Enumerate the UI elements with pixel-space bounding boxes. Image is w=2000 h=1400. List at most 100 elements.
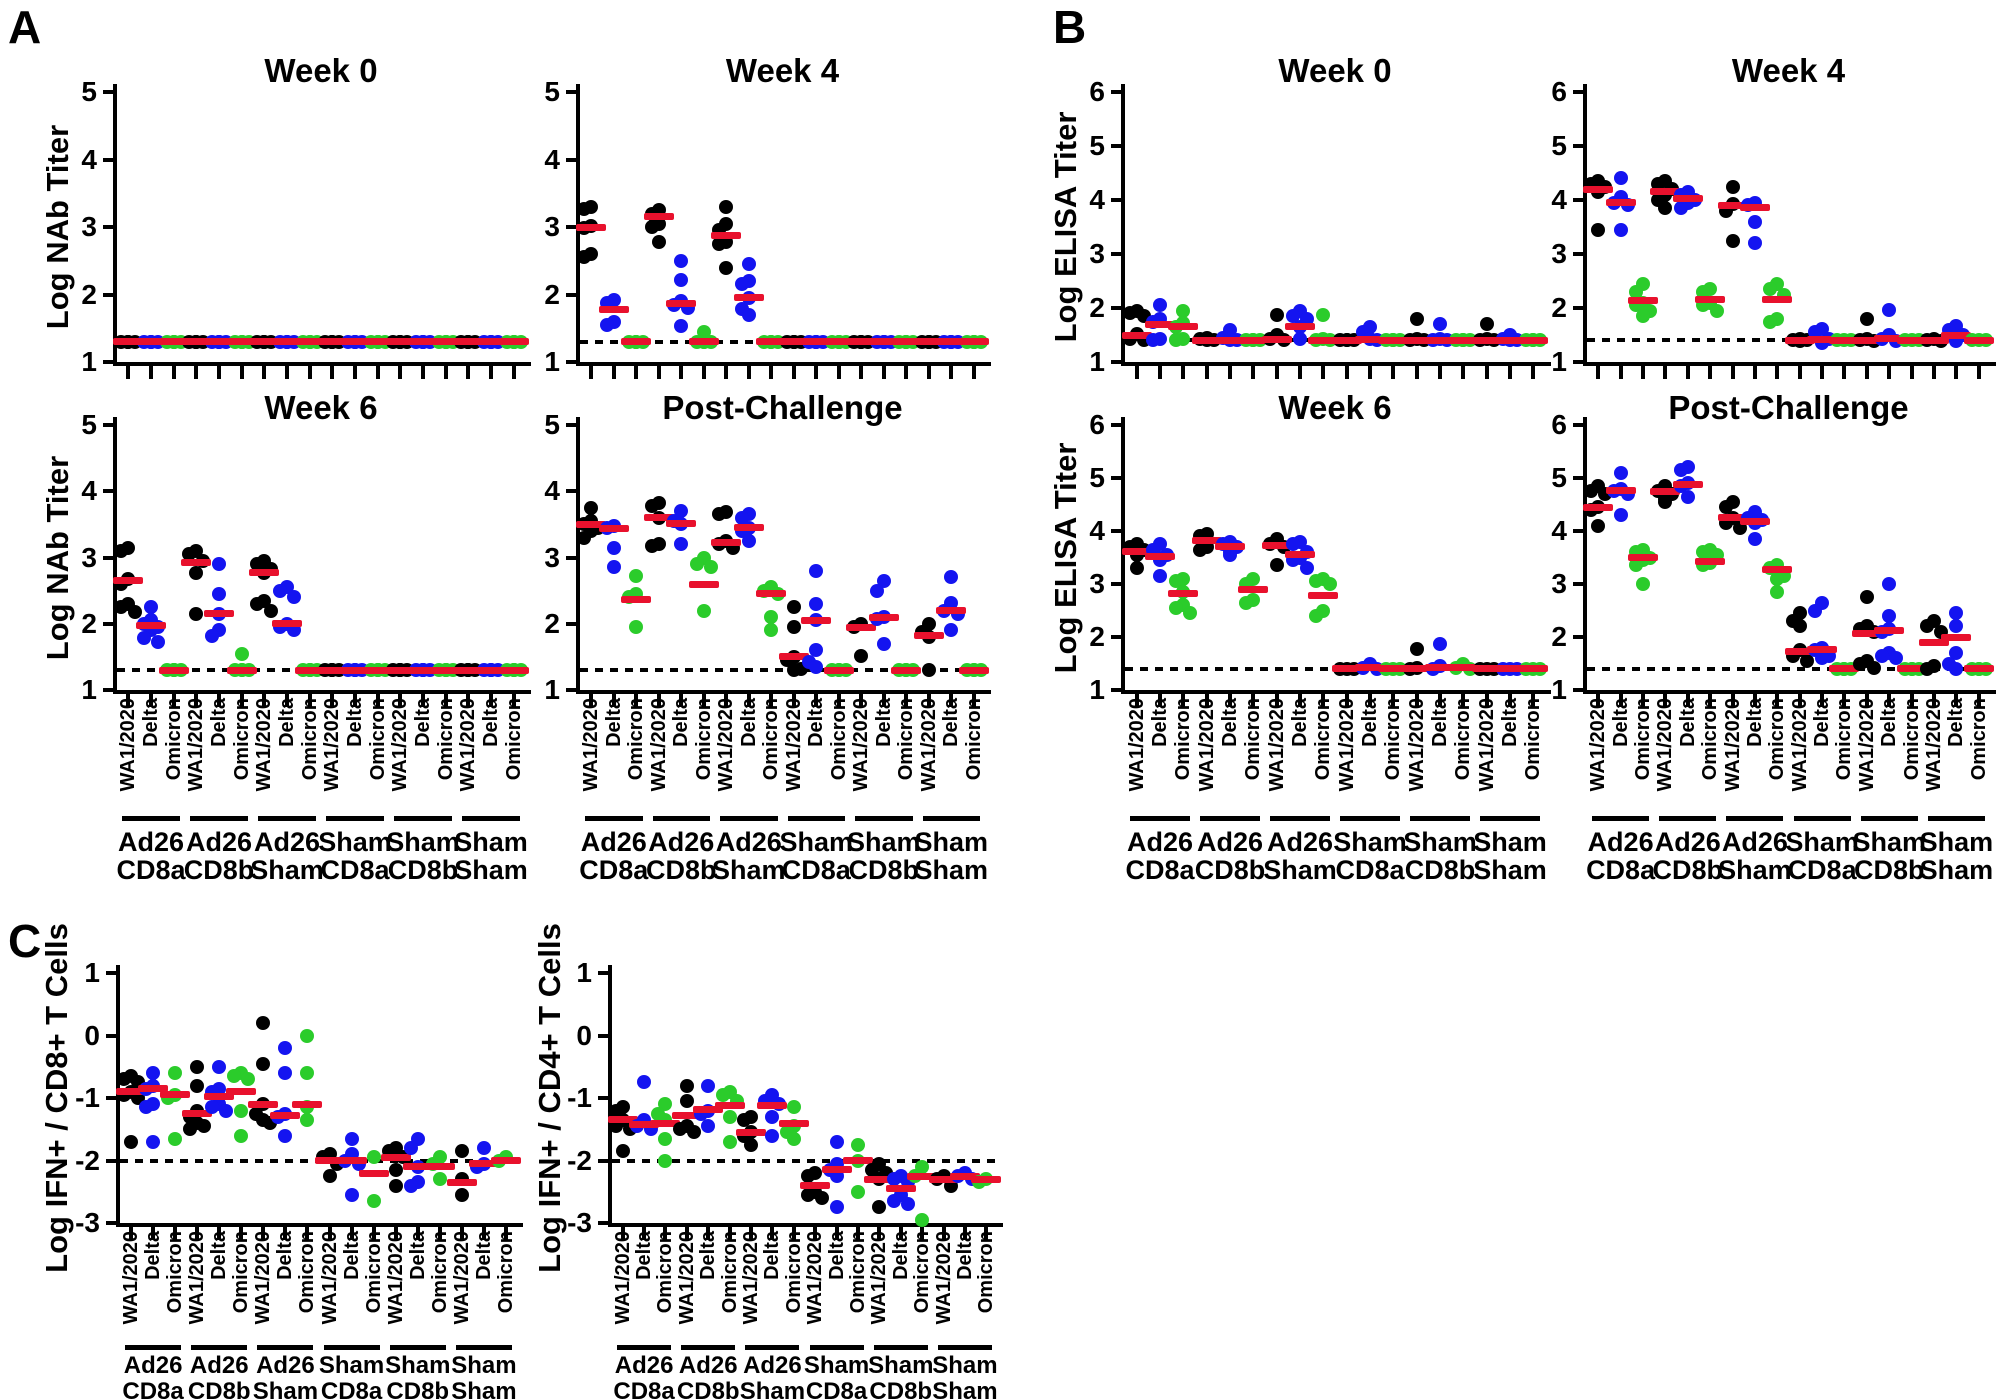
median-bar bbox=[711, 539, 742, 547]
median-bar bbox=[1285, 551, 1315, 559]
median-bar bbox=[116, 1088, 147, 1096]
x-tick bbox=[307, 366, 312, 379]
median-bar bbox=[1829, 665, 1860, 673]
x-tick-label: Delta bbox=[872, 698, 895, 747]
x-tick bbox=[1461, 694, 1466, 707]
x-tick bbox=[1181, 366, 1186, 379]
x-tick bbox=[1484, 366, 1489, 379]
median-bar bbox=[1471, 336, 1502, 344]
data-point bbox=[114, 600, 129, 615]
group-underline bbox=[258, 816, 316, 821]
data-point bbox=[1409, 311, 1424, 326]
data-point bbox=[114, 543, 129, 558]
x-tick-label: WA1/2020 bbox=[580, 698, 603, 792]
group-underline bbox=[125, 1345, 182, 1350]
median-bar bbox=[362, 666, 393, 674]
x-tick bbox=[1596, 694, 1601, 707]
y-tick-label: 2 bbox=[81, 278, 97, 310]
median-bar bbox=[453, 666, 484, 674]
plot-title: Week 0 bbox=[264, 52, 378, 89]
x-tick bbox=[511, 366, 516, 379]
data-point bbox=[741, 533, 756, 548]
x-tick bbox=[1531, 694, 1536, 707]
group-label-line1: Ad26 bbox=[648, 827, 715, 857]
group-label-line2: CD8b bbox=[187, 1378, 251, 1400]
data-point bbox=[1433, 317, 1447, 332]
x-tick-label: Omicron bbox=[1766, 698, 1789, 781]
median-bar bbox=[629, 1120, 660, 1128]
y-tick bbox=[1111, 635, 1122, 639]
median-bar bbox=[158, 666, 189, 674]
y-tick bbox=[1111, 476, 1122, 480]
data-point bbox=[629, 620, 644, 635]
x-tick bbox=[239, 366, 244, 379]
y-axis-label: Log ELISA Titer bbox=[1048, 442, 1083, 673]
group-underline bbox=[323, 1345, 380, 1350]
group-label-line1: Sham bbox=[1333, 827, 1407, 857]
x-tick bbox=[1685, 694, 1690, 707]
data-point bbox=[1875, 648, 1890, 663]
data-point bbox=[850, 1184, 865, 1199]
y-tick bbox=[103, 423, 114, 427]
x-tick bbox=[746, 694, 751, 707]
x-tick-label: Delta bbox=[889, 1231, 912, 1280]
median-bar bbox=[1963, 665, 1994, 673]
median-bar bbox=[891, 338, 922, 346]
x-tick-label: Omicron bbox=[298, 698, 321, 781]
x-tick-label: WA1/2020 bbox=[1475, 698, 1498, 792]
data-point bbox=[1169, 574, 1184, 589]
y-tick bbox=[1573, 360, 1584, 364]
y-tick-label: 1 bbox=[1551, 674, 1567, 705]
median-bar bbox=[1605, 486, 1636, 494]
x-tick bbox=[813, 1227, 818, 1240]
group-label-line1: Ad26 bbox=[1266, 827, 1334, 857]
median-bar bbox=[928, 1175, 959, 1183]
x-tick bbox=[1976, 366, 1981, 379]
group-underline bbox=[720, 816, 778, 821]
y-tick-label: 4 bbox=[1089, 515, 1105, 546]
median-bar bbox=[688, 338, 719, 346]
median-bar bbox=[1627, 297, 1658, 305]
median-bar bbox=[823, 666, 854, 674]
median-bar bbox=[1963, 336, 1994, 344]
y-tick bbox=[598, 971, 609, 975]
x-tick-label: Omicron bbox=[502, 698, 525, 781]
x-tick-label: Omicron bbox=[164, 1231, 187, 1314]
x-tick-label: WA1/2020 bbox=[917, 698, 940, 792]
x-tick bbox=[1391, 694, 1396, 707]
x-tick bbox=[398, 694, 403, 707]
x-tick-label: WA1/2020 bbox=[1405, 698, 1428, 792]
median-bar bbox=[204, 338, 234, 346]
x-tick bbox=[262, 366, 267, 379]
y-tick-label: 6 bbox=[1551, 409, 1567, 440]
x-tick bbox=[1414, 694, 1419, 707]
x-tick bbox=[1251, 366, 1256, 379]
x-tick bbox=[1640, 694, 1645, 707]
x-tick bbox=[1618, 694, 1623, 707]
median-bar bbox=[498, 338, 529, 346]
data-point bbox=[1710, 303, 1725, 318]
group-label-line1: Ad26 bbox=[715, 827, 782, 857]
x-tick-label: Delta bbox=[940, 698, 963, 747]
median-bar bbox=[113, 577, 144, 585]
group-label-line2: Sham bbox=[252, 1378, 319, 1400]
group-label-line2: Sham bbox=[1473, 855, 1547, 885]
x-tick-label: Delta bbox=[953, 1231, 976, 1280]
data-point bbox=[764, 623, 779, 638]
x-tick bbox=[327, 1227, 332, 1240]
y-axis-label: Log IFN+ / CD8+ T Cells bbox=[39, 923, 74, 1273]
y-tick-label: 0 bbox=[576, 1019, 592, 1051]
y-tick bbox=[1111, 144, 1122, 148]
data-point bbox=[1628, 284, 1643, 299]
x-tick-label: Delta bbox=[1219, 698, 1241, 747]
data-point bbox=[388, 1178, 403, 1193]
x-tick-label: Delta bbox=[737, 698, 760, 747]
y-tick bbox=[106, 1221, 117, 1225]
x-tick-label: WA1/2020 bbox=[384, 1231, 407, 1325]
x-tick-label: WA1/2020 bbox=[185, 698, 208, 792]
x-tick-label: Delta bbox=[761, 1231, 784, 1280]
y-tick bbox=[598, 1221, 609, 1225]
x-tick bbox=[611, 366, 616, 379]
median-bar bbox=[756, 338, 787, 346]
data-point bbox=[1192, 542, 1207, 557]
